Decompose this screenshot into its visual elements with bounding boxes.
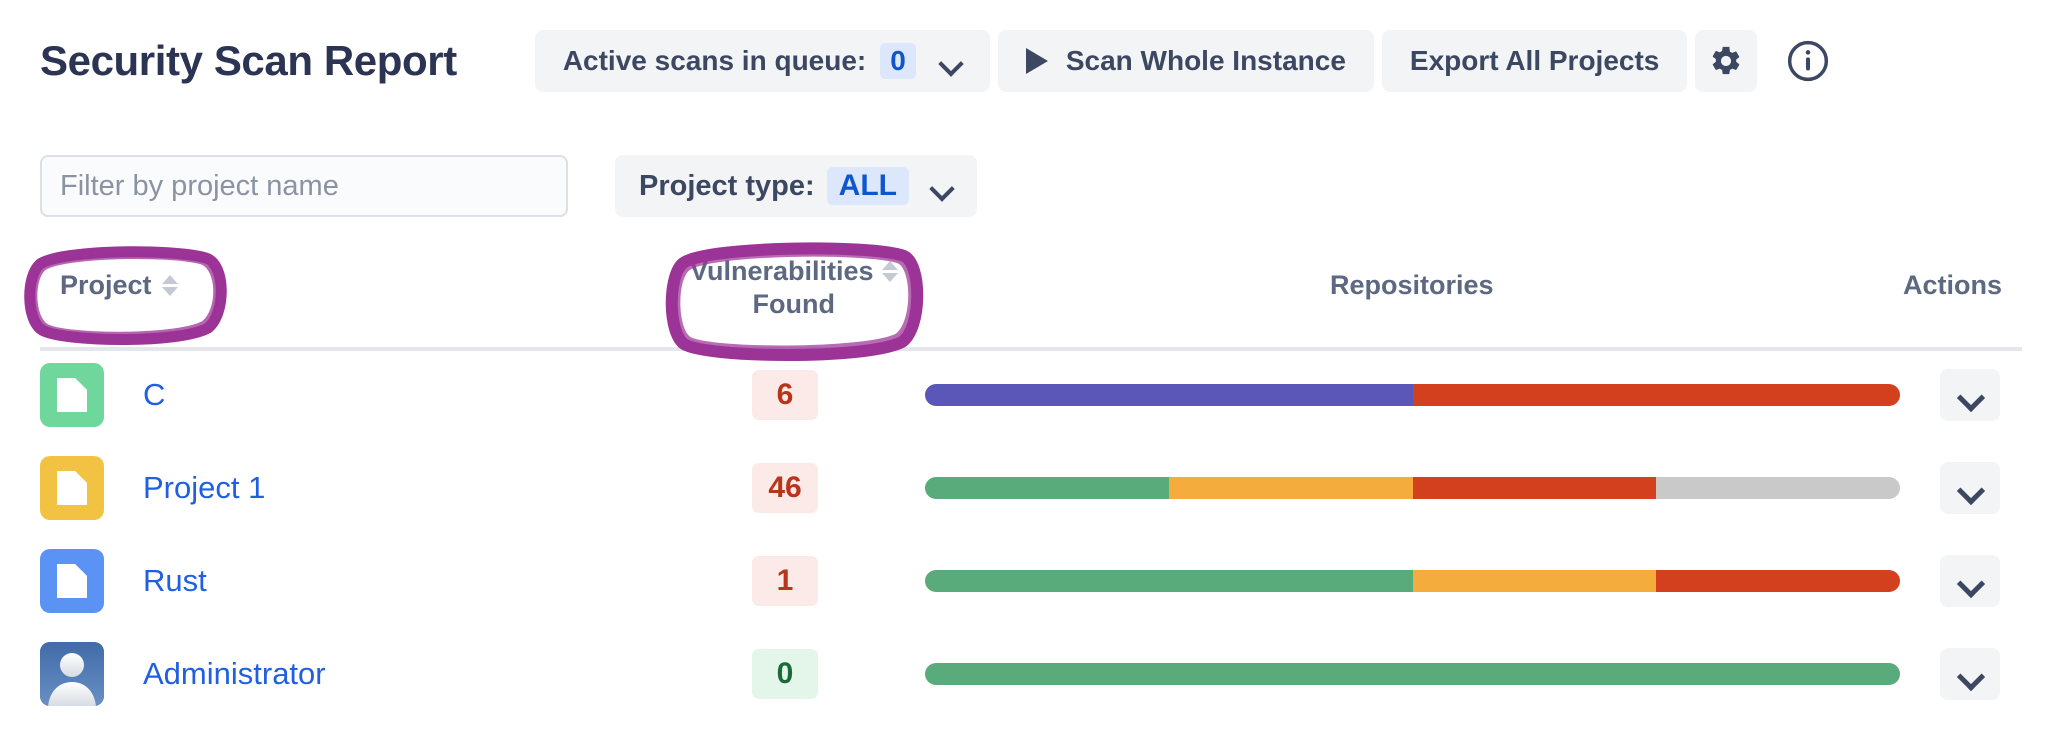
bar-segment <box>925 569 1413 592</box>
column-header-found-label: Found <box>752 289 836 320</box>
scan-whole-instance-label: Scan Whole Instance <box>1065 45 1346 76</box>
row-expand-button[interactable] <box>1940 647 2000 700</box>
chevron-down-icon <box>940 55 962 68</box>
bar-segment <box>1412 476 1657 499</box>
sort-arrows-icon[interactable] <box>881 261 898 283</box>
repositories-language-bar <box>925 476 1900 499</box>
repositories-cell <box>925 662 1900 685</box>
avatar <box>40 641 104 706</box>
column-header-vulnerabilities-label: Vulnerabilities <box>690 256 874 286</box>
active-scans-queue-dropdown[interactable]: Active scans in queue: 0 <box>534 30 990 92</box>
vulnerabilities-cell: 46 <box>690 462 880 513</box>
column-header-project[interactable]: Project <box>60 270 178 301</box>
bar-segment <box>1168 476 1413 499</box>
chevron-down-icon <box>931 180 953 193</box>
vulnerabilities-cell: 1 <box>690 555 880 606</box>
chevron-down-icon <box>1958 574 1982 588</box>
actions-cell <box>1940 461 2000 514</box>
project-icon-cell <box>40 641 104 706</box>
bar-segment <box>925 383 1413 406</box>
column-header-repositories: Repositories <box>1330 270 1494 301</box>
table-row[interactable]: Project 1 46 <box>0 441 2062 534</box>
project-type-dropdown[interactable]: Project type: ALL <box>615 155 977 217</box>
repositories-language-bar <box>925 662 1900 685</box>
bar-segment <box>1656 476 1900 499</box>
row-expand-button[interactable] <box>1940 461 2000 514</box>
export-all-projects-button[interactable]: Export All Projects <box>1381 30 1688 92</box>
play-icon <box>1025 48 1048 74</box>
vulnerabilities-cell: 6 <box>690 369 880 420</box>
export-all-projects-label: Export All Projects <box>1409 45 1660 76</box>
row-expand-button[interactable] <box>1940 368 2000 421</box>
project-link[interactable]: Rust <box>143 562 207 598</box>
project-name-cell: C <box>143 377 165 413</box>
top-toolbar: Security Scan Report Active scans in que… <box>0 0 2062 122</box>
table-header-row: Project Vulnerabilities Found Repositori… <box>0 242 2062 361</box>
toolbar-actions: Active scans in queue: 0 Scan Whole Inst… <box>534 30 1840 92</box>
gear-icon <box>1713 46 1740 75</box>
column-header-actions: Actions <box>1903 270 2002 301</box>
repositories-language-bar <box>925 569 1900 592</box>
vulnerability-count-badge: 1 <box>752 555 818 606</box>
folder-icon <box>40 455 104 520</box>
column-header-project-label: Project <box>60 270 152 300</box>
project-icon-cell <box>40 362 104 427</box>
actions-cell <box>1940 368 2000 421</box>
project-type-value: ALL <box>826 167 909 205</box>
table-row[interactable]: Administrator 0 <box>0 627 2062 720</box>
project-link[interactable]: C <box>143 376 166 412</box>
vulnerability-count-badge: 46 <box>752 462 818 513</box>
actions-cell <box>1940 647 2000 700</box>
vulnerability-count-badge: 0 <box>752 648 818 699</box>
bar-segment <box>1412 383 1900 406</box>
repositories-language-bar <box>925 383 1900 406</box>
project-name-cell: Project 1 <box>143 470 265 506</box>
chevron-down-icon <box>1958 667 1982 681</box>
active-scans-count-badge: 0 <box>880 42 916 80</box>
project-name-cell: Rust <box>143 563 207 599</box>
project-link[interactable]: Administrator <box>143 655 326 691</box>
bar-segment <box>925 662 1900 685</box>
actions-cell <box>1940 554 2000 607</box>
folder-icon <box>40 548 104 613</box>
project-type-label: Project type: <box>639 169 815 202</box>
chevron-down-icon <box>1958 481 1982 495</box>
bar-segment <box>1656 569 1900 592</box>
column-header-repositories-label: Repositories <box>1330 270 1494 300</box>
vulnerability-count-badge: 6 <box>752 369 818 420</box>
table-header-divider <box>40 347 2022 351</box>
folder-icon <box>40 362 104 427</box>
column-header-vulnerabilities-found[interactable]: Vulnerabilities Found <box>690 256 898 320</box>
repositories-cell <box>925 569 1900 592</box>
project-name-filter-input[interactable] <box>40 155 568 217</box>
page-title: Security Scan Report <box>40 37 457 84</box>
project-link[interactable]: Project 1 <box>143 469 266 505</box>
table-row[interactable]: Rust 1 <box>0 534 2062 627</box>
sort-arrows-icon[interactable] <box>161 275 178 296</box>
repositories-cell <box>925 383 1900 406</box>
scan-whole-instance-button[interactable]: Scan Whole Instance <box>997 30 1374 92</box>
info-button[interactable] <box>1777 30 1839 92</box>
info-circle-icon <box>1788 40 1829 82</box>
column-header-actions-label: Actions <box>1902 270 2002 300</box>
user-avatar-icon <box>40 641 104 706</box>
settings-button[interactable] <box>1695 30 1758 92</box>
filter-row: Project type: ALL <box>40 155 977 217</box>
bar-segment <box>1412 569 1657 592</box>
repositories-cell <box>925 476 1900 499</box>
table-row[interactable]: C 6 <box>0 348 2062 441</box>
chevron-down-icon <box>1958 388 1982 402</box>
project-name-cell: Administrator <box>143 656 326 692</box>
projects-table: Project Vulnerabilities Found Repositori… <box>0 242 2062 720</box>
vulnerabilities-cell: 0 <box>690 648 880 699</box>
active-scans-label: Active scans in queue: <box>562 45 867 76</box>
row-expand-button[interactable] <box>1940 554 2000 607</box>
bar-segment <box>925 476 1169 499</box>
project-icon-cell <box>40 455 104 520</box>
project-icon-cell <box>40 548 104 613</box>
